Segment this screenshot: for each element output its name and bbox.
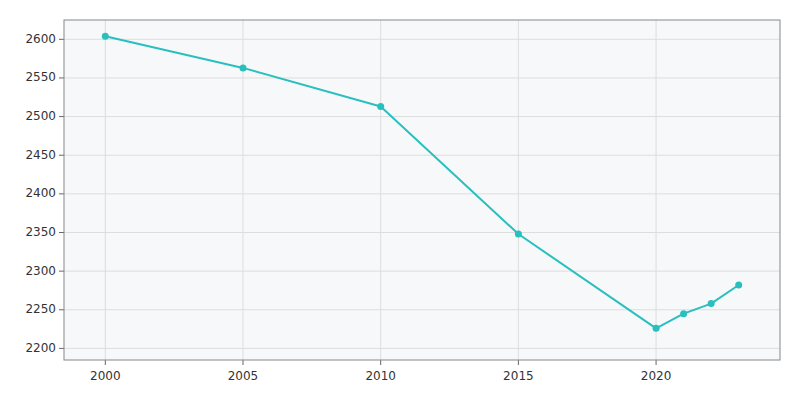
tick-mark: [59, 77, 64, 78]
axes: 2200 2250 2300 2350 2400 2450 2500 2550 2600 2000…: [25, 20, 780, 383]
tick-mark: [59, 193, 64, 194]
point: [680, 310, 687, 317]
grid-line: [380, 20, 381, 360]
grid-line: [64, 116, 780, 117]
plot-frame: [64, 20, 780, 360]
tick-label: 2010: [365, 369, 396, 383]
tick-mark: [518, 360, 519, 365]
tick-label: 2015: [503, 369, 534, 383]
tick-label: 2005: [228, 369, 259, 383]
tick-mark: [59, 116, 64, 117]
point: [708, 300, 715, 307]
tick-label: 2400: [25, 186, 56, 200]
grid-line: [64, 193, 780, 194]
point: [240, 64, 247, 71]
tick-label: 2350: [25, 225, 56, 239]
tick-label: 2500: [25, 109, 56, 123]
grid: [64, 20, 780, 360]
tick-label: 2450: [25, 148, 56, 162]
grid-line: [64, 271, 780, 272]
plot-area: [64, 20, 780, 360]
tick-mark: [59, 348, 64, 349]
chart: 2200 2250 2300 2350 2400 2450 2500 2550 2600 2000…: [0, 0, 800, 400]
series: [102, 33, 742, 332]
tick-mark: [380, 360, 381, 365]
grid-line: [656, 20, 657, 360]
point: [377, 103, 384, 110]
point: [515, 231, 522, 238]
tick-label: 2600: [25, 32, 56, 46]
grid-line: [518, 20, 519, 360]
tick-mark: [59, 271, 64, 272]
grid-line: [64, 155, 780, 156]
tick-mark: [105, 360, 106, 365]
tick-label: 2300: [25, 264, 56, 278]
tick-label: 2250: [25, 302, 56, 316]
grid-line: [64, 309, 780, 310]
point: [735, 282, 742, 289]
point: [102, 33, 109, 40]
tick-label: 2550: [25, 70, 56, 84]
grid-line: [64, 39, 780, 40]
tick-mark: [59, 232, 64, 233]
tick-mark: [59, 39, 64, 40]
grid-line: [64, 77, 780, 78]
line: [105, 36, 738, 328]
tick-label: 2000: [90, 369, 121, 383]
tick-mark: [59, 309, 64, 310]
grid-line: [105, 20, 106, 360]
tick-label: 2020: [641, 369, 672, 383]
grid-line: [64, 348, 780, 349]
tick-mark: [59, 155, 64, 156]
tick-mark: [243, 360, 244, 365]
grid-line: [64, 232, 780, 233]
tick-label: 2200: [25, 341, 56, 355]
point: [653, 325, 660, 332]
tick-mark: [656, 360, 657, 365]
